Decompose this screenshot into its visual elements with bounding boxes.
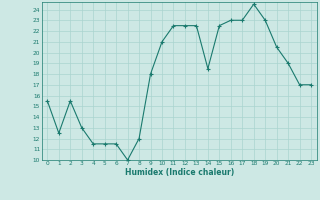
X-axis label: Humidex (Indice chaleur): Humidex (Indice chaleur) [124,168,234,177]
